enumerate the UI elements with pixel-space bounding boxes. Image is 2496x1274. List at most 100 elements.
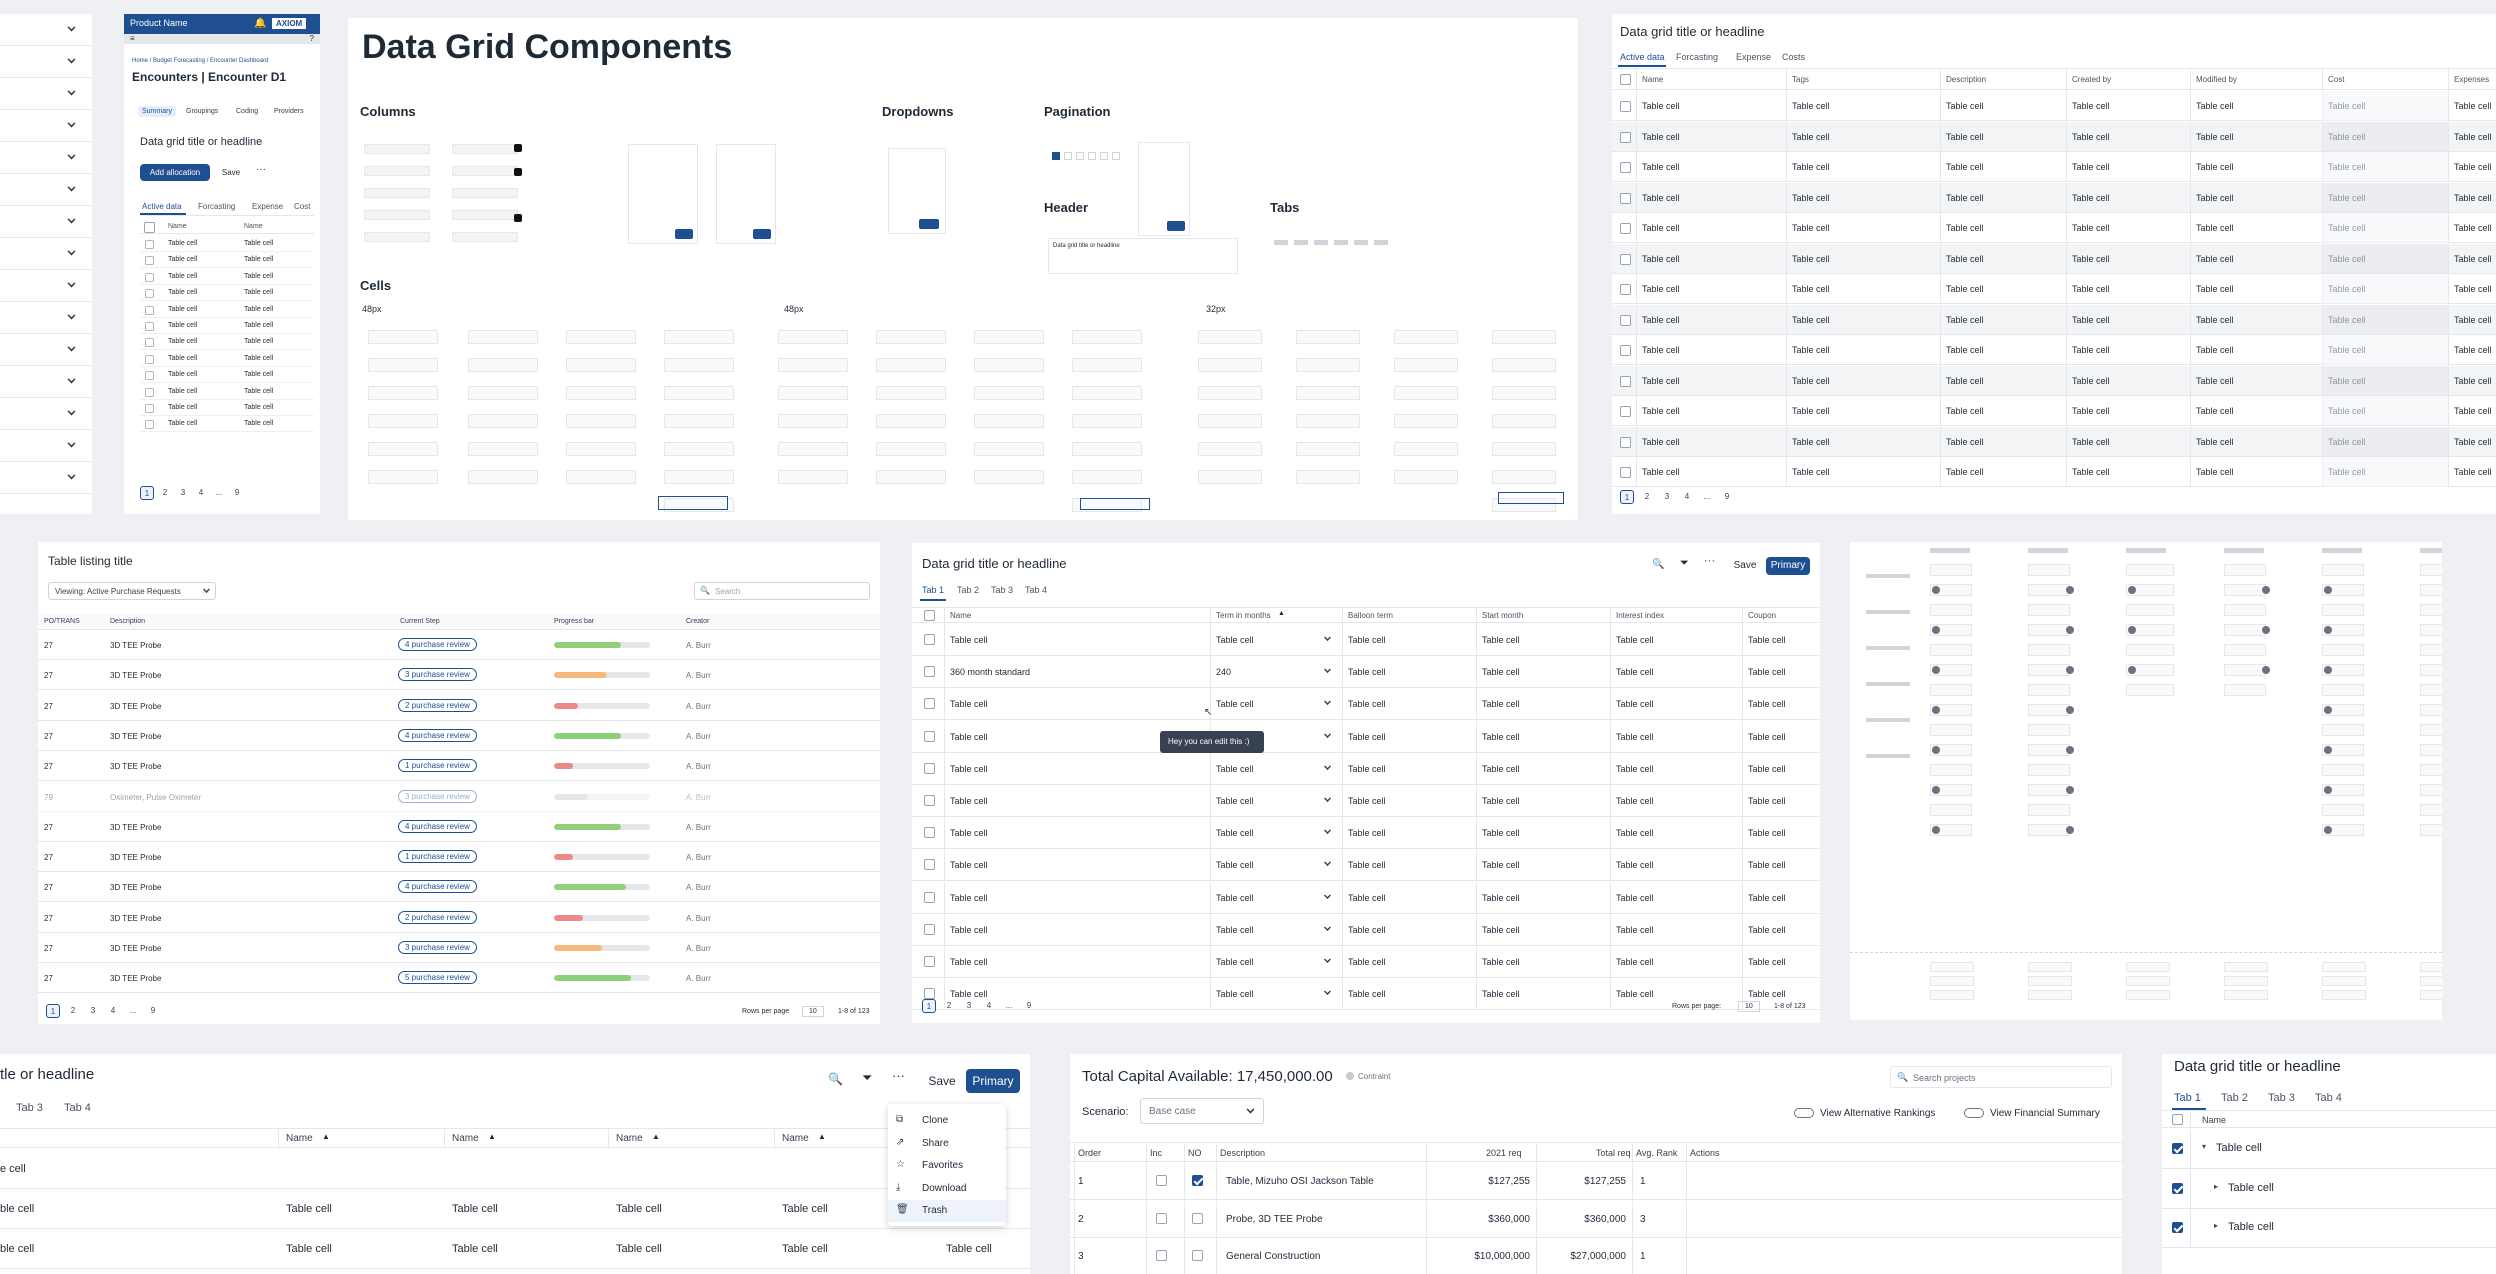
step-badge[interactable]: 1 purchase review [398, 759, 477, 773]
table-row[interactable]: Table cell Table cell Table cell Table cell… [912, 881, 1820, 914]
row-checkbox[interactable] [145, 387, 154, 397]
tab-expense[interactable]: Expense [252, 202, 284, 211]
chevron-down-icon[interactable] [1324, 923, 1331, 931]
tab[interactable]: Tab 1 [2174, 1092, 2201, 1104]
column-header[interactable]: PO/TRANS [44, 618, 80, 625]
table-row[interactable]: Table cell Table cell Table cell Table cell… [912, 785, 1820, 817]
row-checkbox[interactable] [1620, 375, 1631, 387]
select-all-checkbox[interactable] [1620, 74, 1631, 85]
column-header[interactable]: Coupon [1748, 611, 1777, 620]
chevron-down-icon[interactable] [1324, 762, 1331, 770]
table-row[interactable]: ble cell Table cell Table cell Table cell Ta… [0, 1229, 1030, 1269]
accordion-row[interactable] [0, 110, 92, 142]
search-icon[interactable]: 🔍 [828, 1072, 843, 1086]
sort-up-icon[interactable]: ▲ [652, 1132, 660, 1141]
table-row[interactable]: Table cell Table cell Table cell Table cell… [1612, 152, 2496, 182]
accordion-row[interactable] [0, 398, 92, 430]
column-header[interactable]: Created by [2072, 75, 2112, 84]
row-checkbox[interactable] [1620, 345, 1631, 356]
subnav-item[interactable]: Summary [138, 106, 176, 117]
accordion-row[interactable] [0, 142, 92, 174]
more-icon[interactable]: ··· [256, 164, 266, 175]
accordion-row[interactable] [0, 430, 92, 462]
table-row[interactable]: Table cell Table cell Table cell Table cell… [1612, 365, 2496, 396]
menu-icon[interactable]: ≡ [130, 34, 135, 43]
more-icon[interactable]: ··· [892, 1068, 905, 1083]
table-row[interactable]: Table cell Table cell [140, 236, 314, 252]
row-checkbox[interactable] [1620, 223, 1631, 234]
chevron-down-icon[interactable] [1324, 795, 1331, 802]
table-row[interactable]: Table cell Table cell Table cell Table cell… [912, 752, 1820, 785]
step-badge[interactable]: 2 purchase review [398, 698, 477, 712]
term-select[interactable]: Table cell [1216, 796, 1254, 806]
table-row[interactable]: Table cell Table cell [140, 269, 314, 285]
no-checkbox[interactable] [1192, 1250, 1203, 1261]
menu-item-share[interactable]: ⇗ Share [888, 1133, 1006, 1155]
tab[interactable]: Active data [1620, 52, 1665, 62]
table-row[interactable]: 27 3D TEE Probe 4 purchase review A. Burr [38, 812, 880, 842]
row-checkbox[interactable] [1620, 467, 1631, 478]
rows-per-page-select[interactable]: 10 [1738, 1001, 1760, 1012]
table-row[interactable]: Table cell Table cell [140, 384, 314, 400]
row-checkbox[interactable] [1620, 192, 1631, 204]
row-checkbox[interactable] [924, 891, 935, 903]
row-checkbox[interactable] [1620, 436, 1631, 448]
table-row[interactable]: Table cell Table cell [140, 334, 314, 351]
step-badge[interactable]: 4 purchase review [398, 728, 477, 742]
tab-cost[interactable]: Cost [294, 202, 311, 211]
filter-icon[interactable]: ⏷ [862, 1070, 873, 1085]
page-button[interactable]: ... [1703, 492, 1711, 501]
table-row[interactable]: Table cell Table cell Table cell Table cell… [1612, 304, 2496, 335]
term-select[interactable]: Table cell [1216, 957, 1254, 967]
column-header[interactable]: Cost [2328, 75, 2345, 84]
column-header[interactable]: Balloon term [1348, 611, 1393, 620]
table-row[interactable]: Table cell Table cell [140, 416, 314, 433]
table-row[interactable]: 27 3D TEE Probe 3 purchase review A. Burr [38, 933, 880, 963]
row-checkbox[interactable] [1620, 101, 1631, 112]
tab[interactable]: Costs [1782, 52, 1806, 62]
table-row[interactable]: Table cell Table cell [140, 318, 314, 334]
row-checkbox[interactable] [924, 634, 935, 645]
row-checkbox[interactable] [145, 371, 154, 381]
toggle-switch[interactable] [1794, 1108, 1814, 1118]
caret-right-icon[interactable]: ▸ [2214, 1221, 2219, 1230]
include-checkbox[interactable] [1156, 1212, 1167, 1224]
select-all-checkbox[interactable] [2172, 1114, 2183, 1125]
column-header[interactable]: Expenses [2454, 75, 2490, 84]
menu-item-trash[interactable]: 🗑 Trash [888, 1200, 1006, 1222]
row-checkbox[interactable] [924, 762, 935, 774]
row-checkbox[interactable] [2172, 1143, 2183, 1154]
accordion-row[interactable] [0, 46, 92, 78]
row-checkbox[interactable] [924, 730, 935, 742]
no-checkbox[interactable] [1192, 1212, 1203, 1224]
accordion-row[interactable] [0, 366, 92, 398]
accordion-row[interactable] [0, 206, 92, 238]
step-badge[interactable]: 3 purchase review [398, 789, 477, 803]
row-checkbox[interactable] [1620, 162, 1631, 173]
filter-icon[interactable]: ⏷ [1680, 557, 1689, 569]
sort-up-icon[interactable]: ▲ [322, 1132, 330, 1141]
column-header[interactable]: Name [452, 1133, 479, 1144]
page-button[interactable]: 1 [46, 1004, 60, 1018]
row-checkbox[interactable] [145, 240, 154, 249]
column-header[interactable]: Description [1220, 1148, 1266, 1158]
sort-up-icon[interactable]: ▲ [1278, 610, 1285, 617]
table-row[interactable]: Table cell Table cell Table cell Table cell… [912, 720, 1820, 753]
page-button[interactable]: 3 [90, 1006, 96, 1015]
sort-up-icon[interactable]: ▲ [818, 1132, 826, 1141]
select-all-checkbox[interactable] [924, 610, 935, 621]
primary-button[interactable]: Primary [966, 1069, 1020, 1093]
table-row[interactable]: Table cell Table cell [140, 302, 314, 318]
tab[interactable]: Tab 4 [2315, 1092, 2342, 1104]
tab[interactable]: Tab 3 [991, 585, 1014, 595]
table-row[interactable]: 27 3D TEE Probe 4 purchase review A. Burr [38, 630, 880, 660]
table-row[interactable]: Table cell Table cell Table cell Table cell… [912, 978, 1820, 1011]
save-button[interactable]: Save [221, 168, 241, 177]
column-header[interactable]: Actions [1690, 1148, 1720, 1158]
column-header[interactable]: Interest index [1616, 611, 1665, 620]
tree-row[interactable]: ▸ Table cell [2162, 1169, 2496, 1209]
tab[interactable]: Expense [1736, 52, 1772, 62]
tab-forcasting[interactable]: Forcasting [198, 202, 236, 211]
page-button[interactable]: 3 [180, 488, 186, 497]
accordion-row[interactable] [0, 78, 92, 110]
